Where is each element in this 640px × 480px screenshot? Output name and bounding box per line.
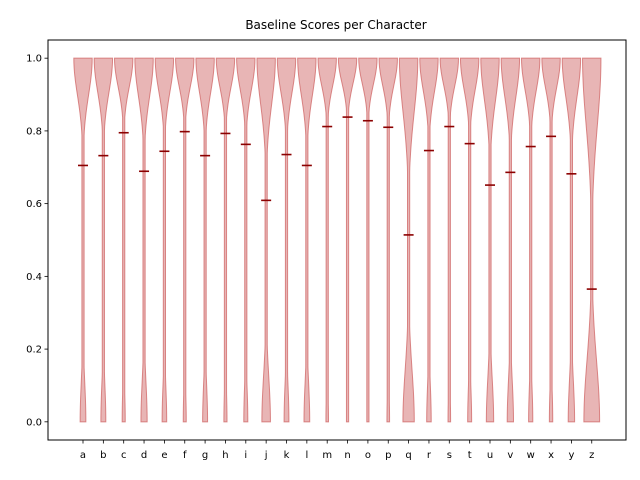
violin-l	[297, 57, 317, 423]
y-tick-label: 0.0	[26, 417, 42, 428]
x-tick-label: u	[487, 450, 493, 461]
x-tick-label: l	[305, 450, 308, 461]
x-tick-label: s	[447, 450, 452, 461]
x-axis: a b c d e f g h i j k l m n o p q r s t u v w x y z	[80, 440, 594, 461]
y-axis: 0.0 0.2 0.4 0.6 0.8 1.0	[26, 54, 48, 428]
x-tick-label: t	[468, 450, 472, 461]
violin-y	[561, 57, 582, 423]
violin-x	[541, 57, 561, 423]
x-tick-label: d	[141, 450, 147, 461]
x-tick-label: j	[264, 450, 268, 461]
violin-b	[93, 57, 114, 423]
x-tick-label: y	[568, 450, 574, 461]
x-tick-label: r	[427, 450, 432, 461]
x-tick-label: z	[589, 450, 594, 461]
violin-e	[154, 57, 175, 423]
violin-k	[276, 57, 297, 423]
x-tick-label: v	[507, 450, 513, 461]
chart-title: Baseline Scores per Character	[245, 18, 426, 32]
x-tick-label: h	[222, 450, 228, 461]
violin-f	[175, 57, 195, 423]
violin-t	[459, 57, 480, 423]
violin-r	[419, 57, 439, 423]
violins-group	[73, 57, 602, 423]
violin-n	[337, 57, 358, 423]
violin-p	[378, 57, 398, 423]
x-tick-label: q	[405, 450, 411, 461]
x-tick-label: w	[527, 450, 535, 461]
x-tick-label: e	[161, 450, 167, 461]
violin-q	[398, 57, 419, 423]
x-tick-label: x	[548, 450, 554, 461]
x-tick-label: n	[344, 450, 350, 461]
x-tick-label: o	[365, 450, 371, 461]
x-tick-label: p	[385, 450, 391, 461]
x-tick-label: f	[183, 450, 187, 461]
violin-a	[73, 57, 93, 423]
violin-i	[236, 57, 256, 423]
violin-m	[317, 57, 337, 423]
violin-j	[256, 57, 276, 423]
x-tick-label: a	[80, 450, 86, 461]
x-tick-label: k	[284, 450, 290, 461]
violin-v	[500, 57, 521, 423]
violin-w	[520, 57, 541, 423]
x-tick-label: c	[121, 450, 127, 461]
violin-o	[358, 57, 378, 423]
x-tick-label: g	[202, 450, 208, 461]
violin-s	[439, 57, 460, 423]
x-tick-label: m	[322, 450, 332, 461]
x-tick-label: i	[244, 450, 247, 461]
violin-g	[195, 57, 215, 423]
means-group	[78, 116, 597, 290]
violin-h	[215, 57, 236, 423]
x-tick-label: b	[100, 450, 106, 461]
violin-u	[480, 57, 500, 423]
violin-c	[113, 57, 134, 423]
y-tick-label: 0.8	[26, 126, 42, 137]
violin-d	[134, 57, 154, 423]
y-tick-label: 1.0	[26, 54, 42, 65]
y-tick-label: 0.6	[26, 199, 42, 210]
y-tick-label: 0.2	[26, 345, 42, 356]
violin-z	[582, 57, 602, 423]
plot-frame	[47, 39, 627, 441]
y-tick-label: 0.4	[26, 272, 42, 283]
